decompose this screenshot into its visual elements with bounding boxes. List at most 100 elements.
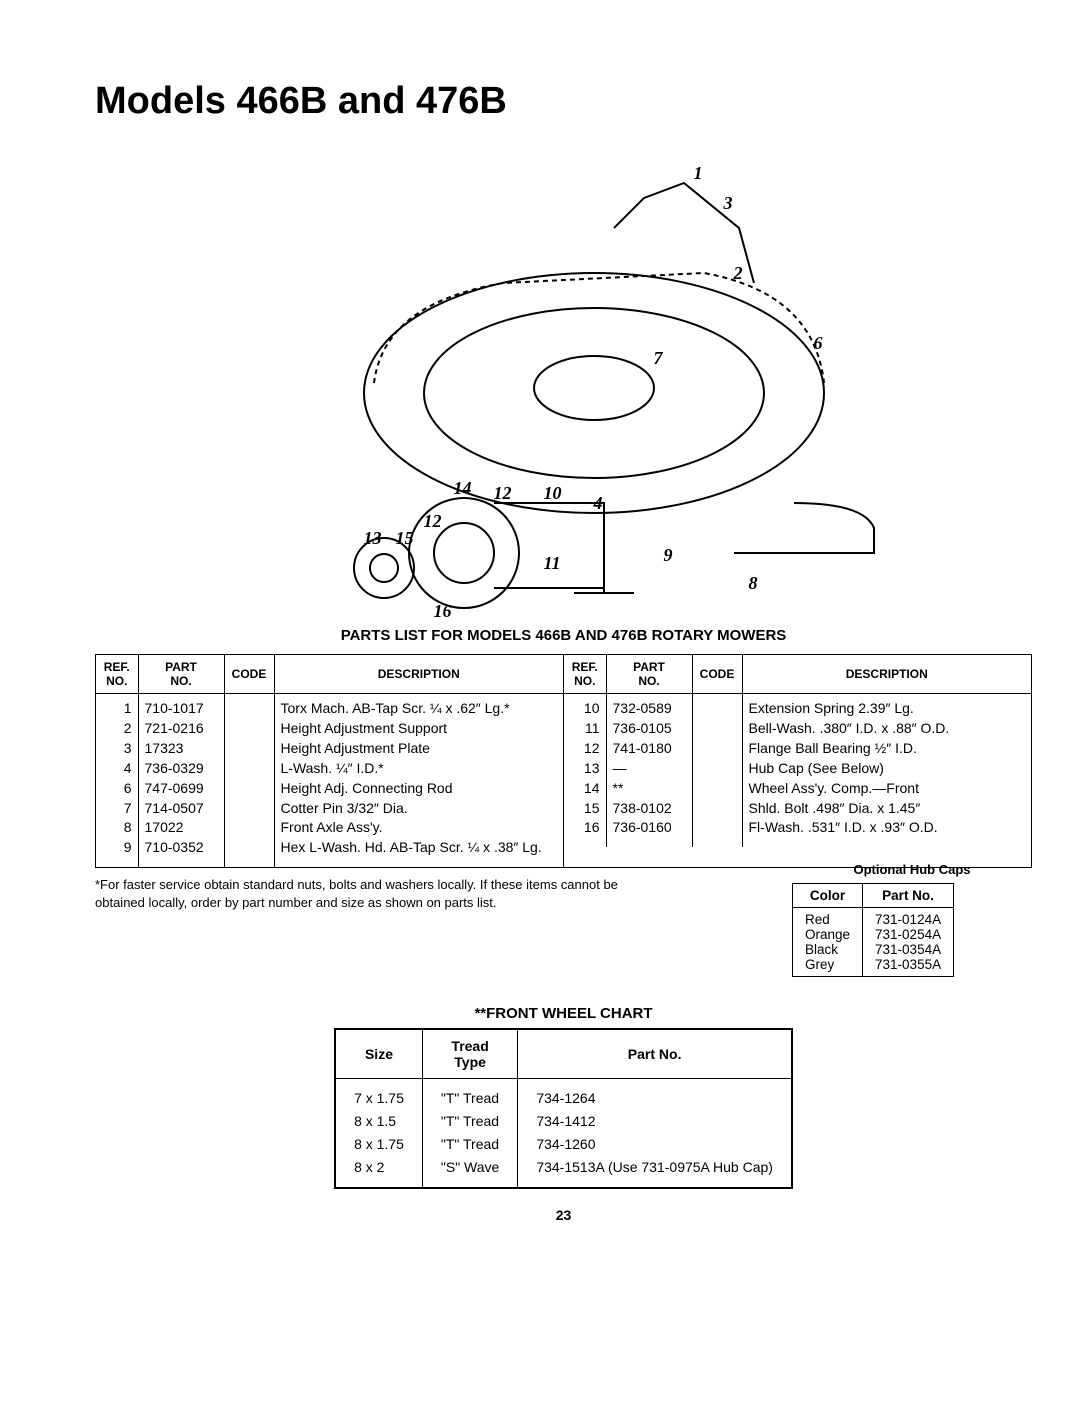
wheel-row: 8 x 2"S" Wave734-1513A (Use 731-0975A Hu… — [335, 1156, 792, 1188]
wheel-pn: 734-1412 — [518, 1110, 792, 1133]
part-no: 17022 — [138, 818, 224, 838]
callout-9: 9 — [664, 545, 673, 566]
callout-2: 2 — [734, 263, 743, 284]
wheel-col-tread: TreadType — [422, 1029, 517, 1079]
hub-caps-caption: Optional Hub Caps — [792, 862, 1032, 877]
hub-col-color: Color — [793, 884, 863, 908]
parts-list-caption: PARTS LIST FOR MODELS 466B AND 476B ROTA… — [95, 627, 1032, 644]
exploded-diagram: 132671412104131512119816 — [174, 133, 954, 613]
parts-row: 2721-0216Height Adjustment Support — [96, 719, 563, 739]
callout-7: 7 — [654, 348, 663, 369]
callout-8: 8 — [749, 573, 758, 594]
ref-no: 3 — [96, 739, 138, 759]
code — [692, 779, 742, 799]
callout-10: 10 — [544, 483, 562, 504]
parts-row: 10732-0589Extension Spring 2.39″ Lg. — [564, 694, 1031, 719]
code — [224, 719, 274, 739]
parts-row: 11736-0105Bell-Wash. .380″ I.D. x .88″ O… — [564, 719, 1031, 739]
part-no: 714-0507 — [138, 799, 224, 819]
callout-4: 4 — [594, 493, 603, 514]
ref-no: 1 — [96, 694, 138, 719]
description: Hub Cap (See Below) — [742, 759, 1031, 779]
wheel-tread: "T" Tread — [422, 1133, 517, 1156]
callout-1: 1 — [694, 163, 703, 184]
part-no: — — [606, 759, 692, 779]
part-no: 736-0160 — [606, 818, 692, 847]
parts-row: 12741-0180Flange Ball Bearing ½″ I.D. — [564, 739, 1031, 759]
col-code: CODE — [692, 655, 742, 694]
code — [692, 719, 742, 739]
parts-row: 16736-0160 Fl-Wash. .531″ I.D. x .93″ O.D… — [564, 818, 1031, 847]
hub-caps-table: Color Part No. RedOrangeBlackGrey 731-01… — [792, 883, 954, 977]
description: Front Axle Ass'y. — [274, 818, 563, 838]
page-number: 23 — [95, 1207, 1032, 1223]
description: Height Adjustment Plate — [274, 739, 563, 759]
description: Fl-Wash. .531″ I.D. x .93″ O.D. — [742, 818, 1031, 847]
parts-list-table: REF.NO. PARTNO. CODE DESCRIPTION 1710-10… — [95, 654, 1032, 868]
part-no: 710-1017 — [138, 694, 224, 719]
ref-no: 16 — [564, 818, 606, 847]
part-no: 738-0102 — [606, 799, 692, 819]
wheel-size: 8 x 2 — [335, 1156, 422, 1188]
hub-pns-cell: 731-0124A731-0254A731-0354A731-0355A — [863, 908, 954, 977]
part-no: 747-0699 — [138, 779, 224, 799]
parts-row: 817022 Front Axle Ass'y. — [96, 818, 563, 838]
code — [692, 759, 742, 779]
code — [224, 739, 274, 759]
hub-colors-cell: RedOrangeBlackGrey — [793, 908, 863, 977]
callout-6: 6 — [814, 333, 823, 354]
col-ref: REF.NO. — [96, 655, 138, 694]
wheel-pn: 734-1264 — [518, 1079, 792, 1110]
code — [224, 759, 274, 779]
code — [692, 799, 742, 819]
part-no: 736-0329 — [138, 759, 224, 779]
callout-12: 12 — [424, 511, 442, 532]
parts-row: 6747-0699 Height Adj. Connecting Rod — [96, 779, 563, 799]
callout-16: 16 — [434, 601, 452, 622]
col-part: PARTNO. — [606, 655, 692, 694]
code — [692, 739, 742, 759]
col-ref: REF.NO. — [564, 655, 606, 694]
wheel-tread: "T" Tread — [422, 1079, 517, 1110]
wheel-size: 8 x 1.5 — [335, 1110, 422, 1133]
description: Extension Spring 2.39″ Lg. — [742, 694, 1031, 719]
parts-row: 4736-0329L-Wash. ¼″ I.D.* — [96, 759, 563, 779]
parts-row: 1710-1017Torx Mach. AB-Tap Scr. ¼ x .62″… — [96, 694, 563, 719]
description: Shld. Bolt .498″ Dia. x 1.45″ — [742, 799, 1031, 819]
callout-11: 11 — [544, 553, 561, 574]
code — [224, 694, 274, 719]
description: Height Adj. Connecting Rod — [274, 779, 563, 799]
parts-row: 14**Wheel Ass'y. Comp.—Front — [564, 779, 1031, 799]
code — [692, 818, 742, 847]
description: Bell-Wash. .380″ I.D. x .88″ O.D. — [742, 719, 1031, 739]
ref-no: 13 — [564, 759, 606, 779]
front-wheel-chart: Size TreadType Part No. 7 x 1.75"T" Trea… — [334, 1028, 793, 1189]
wheel-row: 7 x 1.75"T" Tread734-1264 — [335, 1079, 792, 1110]
part-no: 732-0589 — [606, 694, 692, 719]
wheel-size: 7 x 1.75 — [335, 1079, 422, 1110]
code — [224, 799, 274, 819]
wheel-col-size: Size — [335, 1029, 422, 1079]
code — [224, 779, 274, 799]
wheel-row: 8 x 1.75"T" Tread734-1260 — [335, 1133, 792, 1156]
page-title: Models 466B and 476B — [95, 80, 1032, 123]
hub-col-pn: Part No. — [863, 884, 954, 908]
mower-line-drawing — [174, 133, 954, 613]
col-code: CODE — [224, 655, 274, 694]
description: Wheel Ass'y. Comp.—Front — [742, 779, 1031, 799]
description: L-Wash. ¼″ I.D.* — [274, 759, 563, 779]
description: Height Adjustment Support — [274, 719, 563, 739]
ref-no: 6 — [96, 779, 138, 799]
callout-12: 12 — [494, 483, 512, 504]
wheel-pn: 734-1513A (Use 731-0975A Hub Cap) — [518, 1156, 792, 1188]
part-no: 741-0180 — [606, 739, 692, 759]
wheel-chart-caption: **FRONT WHEEL CHART — [95, 1005, 1032, 1022]
col-part: PARTNO. — [138, 655, 224, 694]
wheel-row: 8 x 1.5"T" Tread734-1412 — [335, 1110, 792, 1133]
ref-no: 8 — [96, 818, 138, 838]
ref-no: 11 — [564, 719, 606, 739]
ref-no: 14 — [564, 779, 606, 799]
parts-right-block: REF.NO. PARTNO. CODE DESCRIPTION 10732-0… — [564, 655, 1031, 847]
part-no: 721-0216 — [138, 719, 224, 739]
ref-no: 12 — [564, 739, 606, 759]
